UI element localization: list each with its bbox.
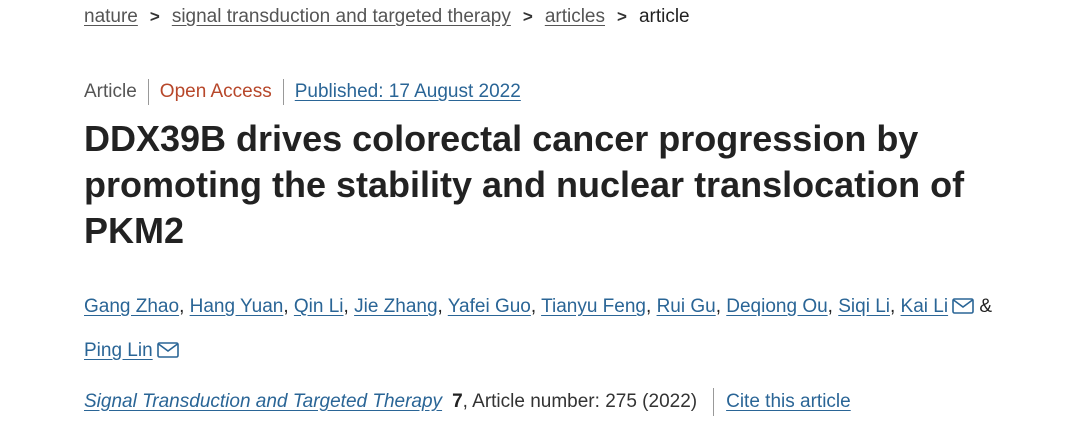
cite-this-article-link[interactable]: Cite this article — [726, 391, 851, 412]
article-meta: Article Open Access Published: 17 August… — [84, 79, 521, 105]
author-separator: , — [889, 296, 901, 317]
author-separator: , — [530, 296, 542, 317]
envelope-icon[interactable] — [156, 332, 179, 374]
chevron-right-icon: > — [149, 7, 160, 26]
chevron-right-icon: > — [522, 7, 533, 26]
divider — [282, 79, 284, 105]
journal-link[interactable]: Signal Transduction and Targeted Therapy — [84, 391, 443, 412]
open-access-label: Open Access — [159, 81, 272, 102]
author-link[interactable]: Rui Gu — [656, 296, 716, 317]
author-conjunction: & — [979, 296, 993, 317]
divider — [713, 388, 715, 416]
author-link[interactable]: Hang Yuan — [189, 296, 284, 317]
breadcrumb-link-journal[interactable]: signal transduction and targeted therapy — [171, 6, 511, 27]
author-link[interactable]: Deqiong Ou — [726, 296, 828, 317]
author-separator: , — [646, 296, 657, 317]
article-number: , Article number: 275 (2022) — [462, 391, 698, 412]
author-separator: , — [827, 296, 839, 317]
author-link[interactable]: Jie Zhang — [354, 296, 438, 317]
article-type: Article — [84, 81, 137, 102]
author-separator: , — [437, 296, 448, 317]
author-separator: , — [179, 296, 190, 317]
author-separator: , — [283, 296, 294, 317]
author-link[interactable]: Gang Zhao — [84, 296, 180, 317]
published-date-link[interactable]: Published: 17 August 2022 — [294, 81, 521, 102]
author-link[interactable]: Qin Li — [293, 296, 344, 317]
author-separator: , — [343, 296, 355, 317]
author-link[interactable]: Tianyu Feng — [541, 296, 646, 317]
breadcrumb: nature > signal transduction and targeted … — [84, 6, 690, 28]
breadcrumb-link-articles[interactable]: articles — [544, 6, 605, 27]
breadcrumb-current: article — [638, 6, 690, 27]
breadcrumb-link-nature[interactable]: nature — [84, 6, 138, 27]
author-separator: , — [715, 296, 727, 317]
divider — [147, 79, 149, 105]
author-list: Gang Zhao, Hang Yuan, Qin Li, Jie Zhang,… — [84, 286, 1064, 374]
author-link[interactable]: Siqi Li — [838, 296, 890, 317]
author-link-corresponding[interactable]: Ping Lin — [84, 340, 153, 361]
citation-line: Signal Transduction and Targeted Therapy… — [84, 388, 851, 416]
chevron-right-icon: > — [617, 7, 627, 26]
envelope-icon[interactable] — [952, 288, 974, 330]
author-link[interactable]: Yafei Guo — [447, 296, 531, 317]
volume-number: 7 — [452, 391, 463, 412]
article-title: DDX39B drives colorectal cancer progress… — [84, 118, 965, 251]
author-link-corresponding[interactable]: Kai Li — [900, 296, 949, 317]
